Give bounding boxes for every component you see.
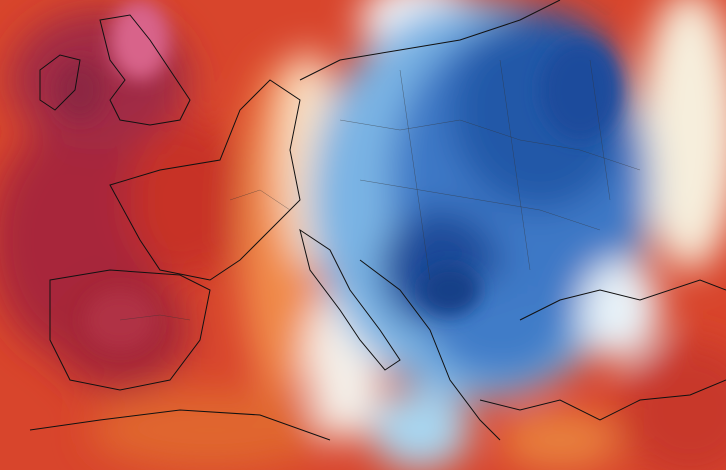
iberia [49,269,211,391]
britain [99,14,191,126]
ireland [39,54,81,111]
italy [299,228,401,371]
turkey-coast [479,379,726,421]
color-detail [55,0,620,350]
north-coast [299,0,561,81]
balkan-coast [359,259,501,441]
borders [119,59,641,321]
africa-coast [29,409,331,441]
france [109,79,301,281]
black-sea [519,279,726,321]
coastlines [29,0,726,441]
